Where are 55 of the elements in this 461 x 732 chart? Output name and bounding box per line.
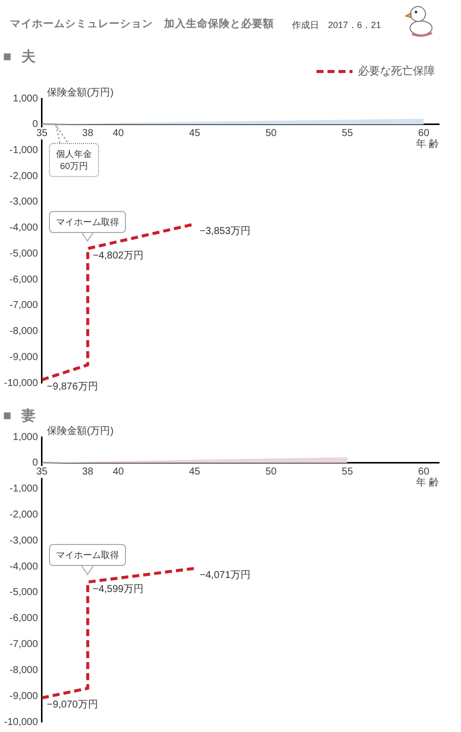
x-tick-label: 40 — [112, 128, 124, 140]
y-tick-label: -6,000 — [10, 613, 38, 624]
data-label: −9,876万円 — [46, 382, 98, 393]
y-tick-label: -2,000 — [10, 170, 38, 182]
y-tick-label: -8,000 — [10, 664, 38, 676]
x-tick-label: 50 — [265, 466, 277, 478]
y-tick-label: -3,000 — [10, 196, 38, 208]
x-tick-label: 38 — [82, 128, 94, 140]
x-tick-label: 55 — [342, 128, 354, 140]
y-tick-label: -7,000 — [10, 639, 38, 650]
y-tick-label: 1,000 — [12, 432, 38, 443]
y-tick-label: -2,000 — [10, 509, 38, 520]
y-tick-label: -9,000 — [10, 352, 38, 363]
data-label: −4,802万円 — [92, 250, 144, 262]
y-tick-label: -10,000 — [4, 716, 38, 728]
y-tick-label: -5,000 — [10, 587, 38, 598]
y-tick-label: 1,000 — [12, 93, 38, 104]
y-tick-label: -1,000 — [10, 484, 38, 495]
legend-label: 必要な死亡保障 — [358, 64, 435, 78]
speech-bubble: 個人年金 60万円 — [49, 142, 99, 176]
x-tick-label: 45 — [189, 466, 201, 478]
x-tick-label: 40 — [112, 466, 124, 478]
data-label: −4,599万円 — [92, 584, 144, 595]
chart-title: ■ 夫 — [3, 47, 38, 65]
y-tick-label: -7,000 — [10, 300, 38, 312]
x-tick-label: 50 — [265, 128, 277, 140]
x-tick-label: 35 — [36, 128, 48, 140]
x-axis-title: 年 齢 — [416, 476, 439, 489]
x-tick-label: 38 — [82, 466, 94, 478]
x-tick-label: 45 — [189, 128, 201, 140]
y-tick-label: -5,000 — [10, 248, 38, 260]
y-tick-label: -1,000 — [10, 144, 38, 156]
text: マイホームシミュレーション 加入生命保険と必要額 — [10, 17, 274, 32]
x-tick-label: 60 — [418, 128, 430, 140]
y-tick-label: -9,000 — [10, 690, 38, 702]
y-tick-label: -10,000 — [4, 378, 38, 389]
y-tick-label: 0 — [32, 119, 38, 130]
x-tick-label: 35 — [36, 466, 48, 478]
y-tick-label: -3,000 — [10, 535, 38, 546]
y-tick-label: -8,000 — [10, 326, 38, 338]
y-axis-title: 保険金額(万円) — [46, 424, 114, 437]
data-label: −3,853万円 — [200, 226, 251, 237]
line-series — [42, 566, 196, 700]
y-axis-title: 保険金額(万円) — [46, 86, 114, 98]
y-tick-label: -4,000 — [10, 222, 38, 234]
y-tick-label: 0 — [32, 458, 38, 469]
x-tick-label: 60 — [418, 466, 430, 478]
y-tick-label: -6,000 — [10, 274, 38, 286]
x-axis-title: 年 齢 — [416, 138, 439, 150]
y-tick-label: -4,000 — [10, 561, 38, 572]
data-label: −9,070万円 — [46, 700, 98, 711]
data-label: −4,071万円 — [200, 570, 251, 582]
chart-title: ■ 妻 — [3, 406, 38, 424]
x-tick-label: 55 — [342, 466, 354, 478]
text: 作成日 2017．6．21 — [292, 19, 382, 31]
